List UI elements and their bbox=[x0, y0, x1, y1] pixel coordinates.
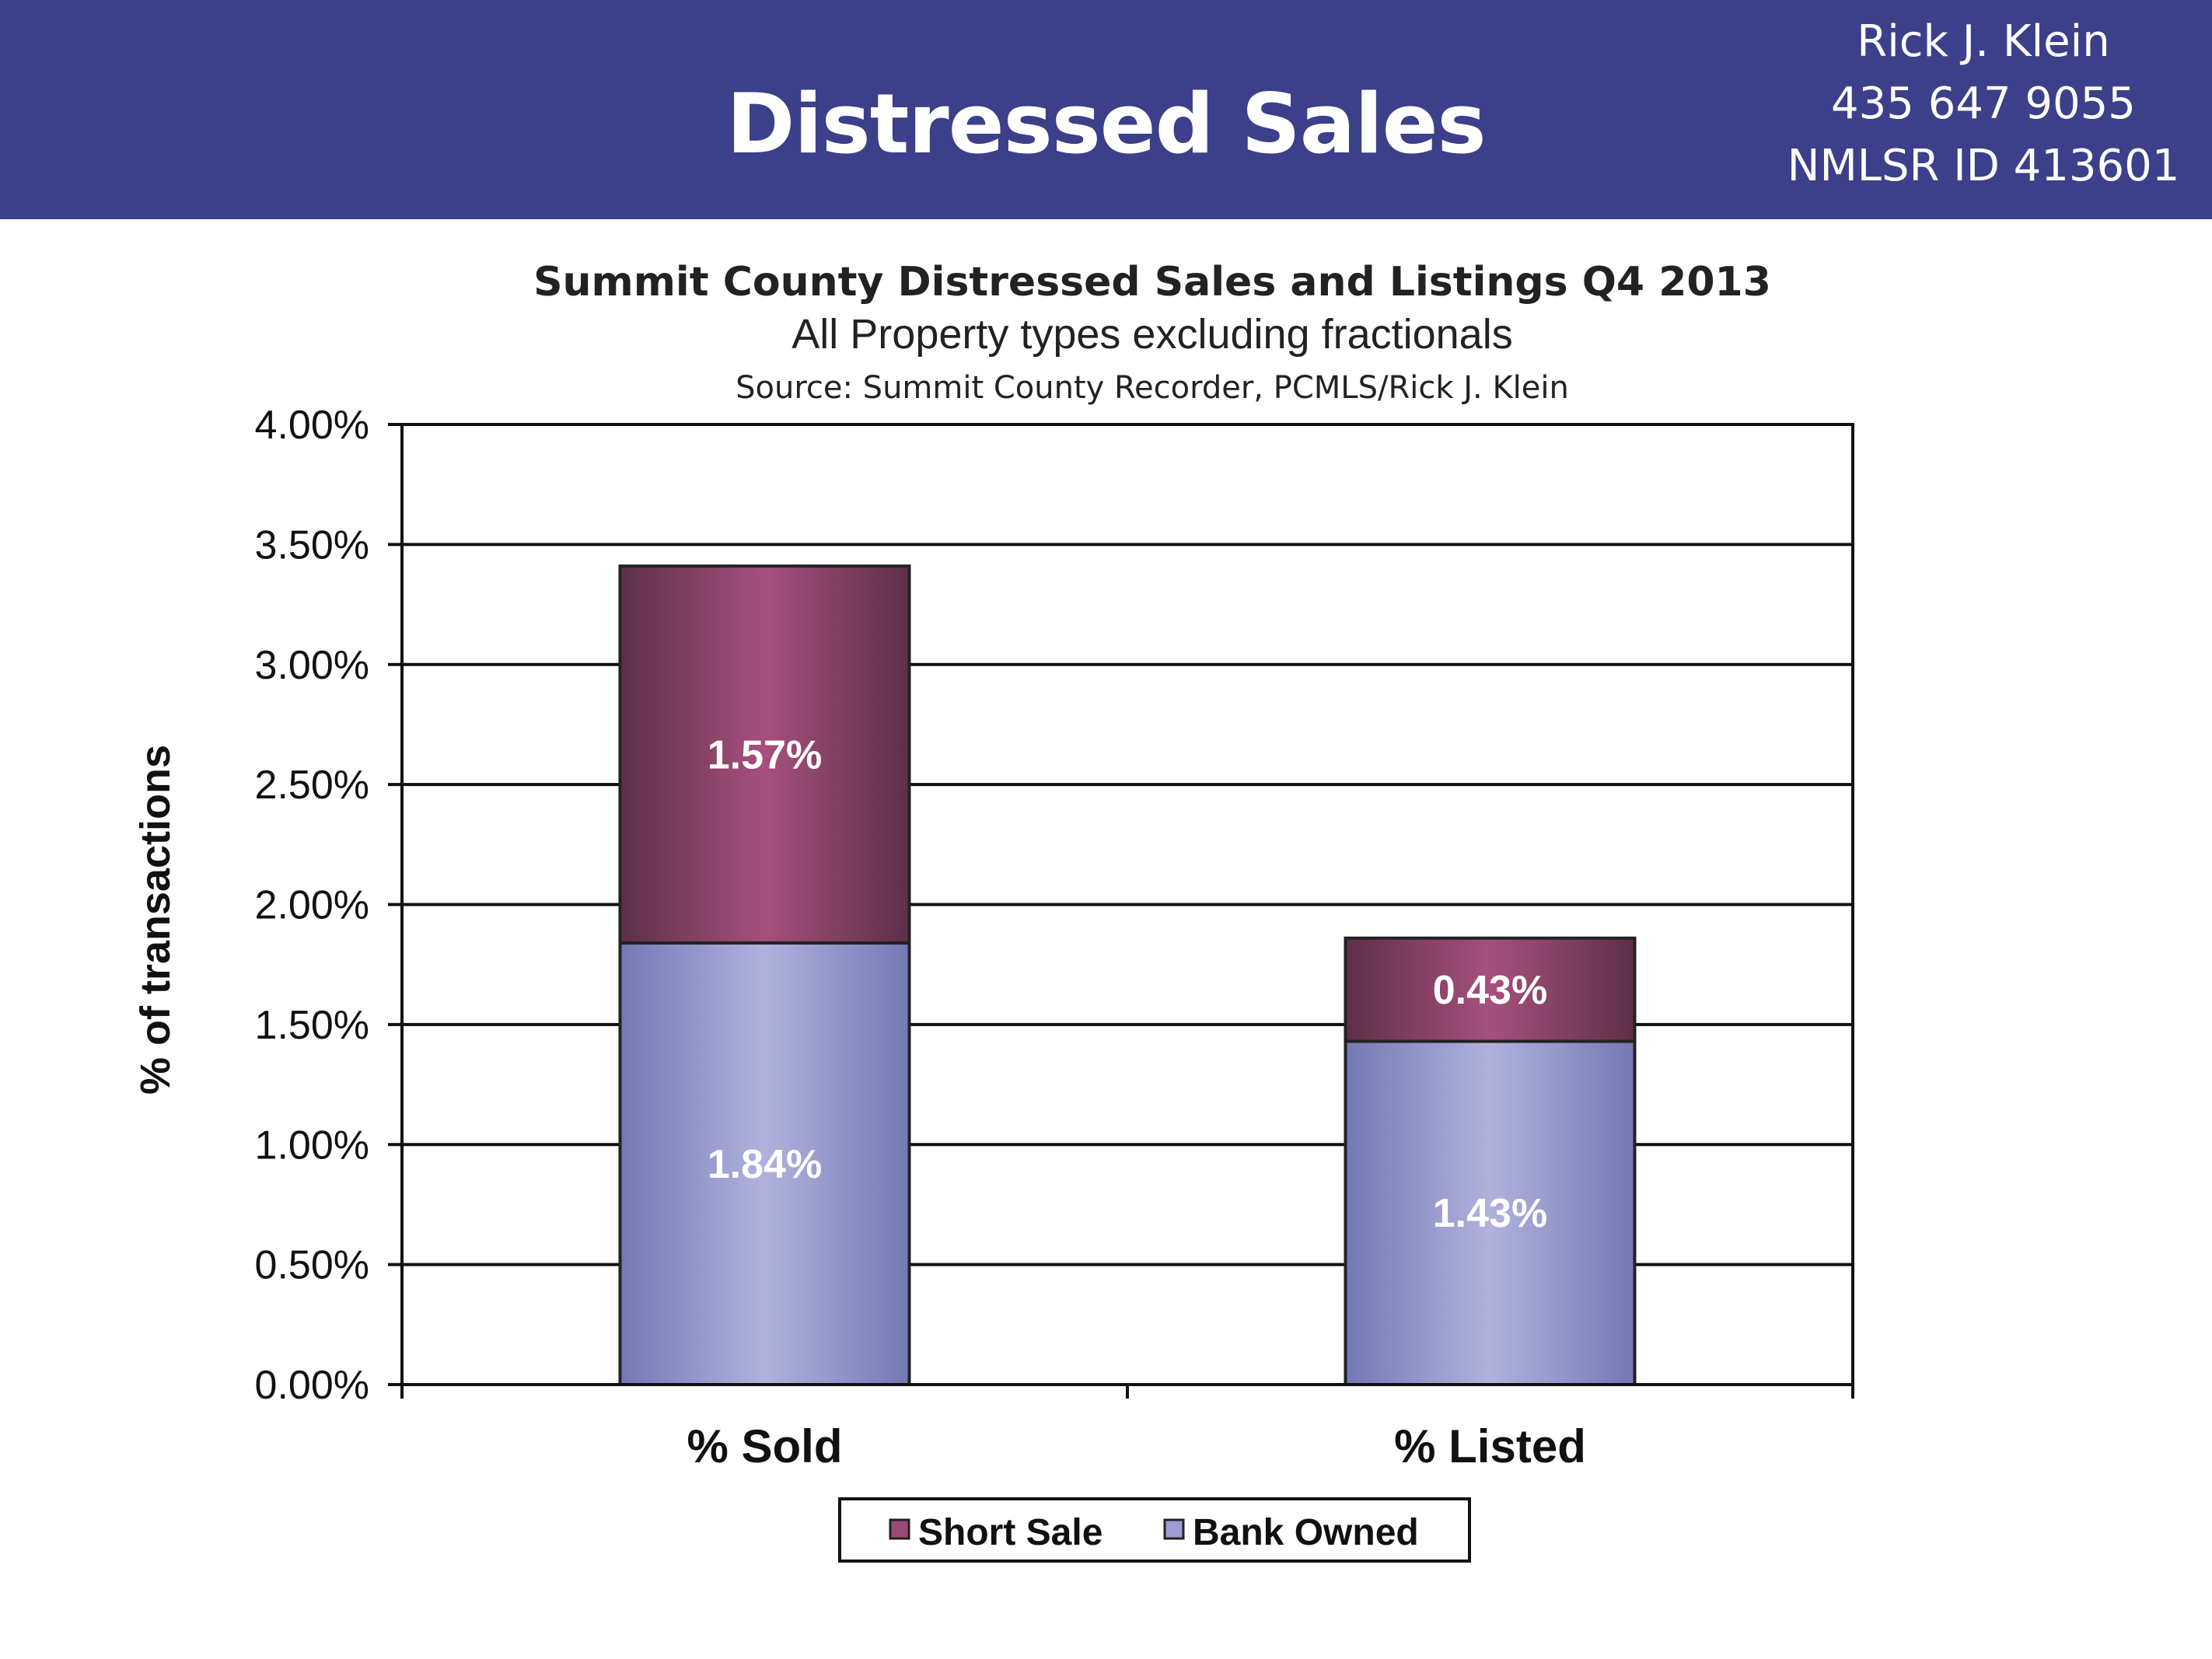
legend-label: Bank Owned bbox=[1193, 1512, 1419, 1553]
x-tick-label: % Listed bbox=[1394, 1420, 1586, 1472]
data-label: 1.84% bbox=[708, 1142, 822, 1187]
y-axis-label: % of transactions bbox=[132, 745, 179, 1095]
chart-source: Source: Summit County Recorder, PCMLS/Ri… bbox=[736, 370, 1569, 406]
y-tick-label: 3.50% bbox=[255, 522, 369, 568]
legend: Short Sale Bank Owned bbox=[838, 1497, 1471, 1563]
legend-swatch bbox=[889, 1518, 910, 1540]
legend-label: Short Sale bbox=[918, 1512, 1103, 1553]
contact-phone: 435 647 9055 bbox=[1831, 79, 2136, 129]
y-tick-label: 1.00% bbox=[255, 1123, 369, 1168]
y-tick-label: 2.00% bbox=[255, 883, 369, 928]
y-tick-label: 3.00% bbox=[255, 643, 369, 688]
bar-short-sale bbox=[1344, 936, 1637, 1043]
y-axis-ticks: 0.00% 0.50% 1.00% 1.50% 2.00% 2.50% 3.00% 3.50%… bbox=[255, 403, 402, 1408]
y-tick-label: 2.50% bbox=[255, 763, 369, 808]
legend-frame bbox=[838, 1497, 1471, 1563]
header-banner: Distressed Sales Rick J. Klein 435 647 9… bbox=[0, 0, 2212, 219]
contact-name: Rick J. Klein bbox=[1857, 16, 2110, 67]
y-tick-label: 0.50% bbox=[255, 1243, 369, 1288]
data-label: 1.57% bbox=[708, 733, 822, 778]
data-label: 1.43% bbox=[1433, 1191, 1547, 1236]
chart-subtitle: All Property types excluding fractionals bbox=[791, 311, 1512, 358]
y-tick-label: 0.00% bbox=[255, 1363, 369, 1408]
x-tick-label: % Sold bbox=[687, 1420, 842, 1472]
contact-license: NMLSR ID 413601 bbox=[1787, 141, 2180, 191]
y-tick-label: 1.50% bbox=[255, 1003, 369, 1048]
bars: 1.84% 1.57% 1.43% 0.43% bbox=[618, 564, 1637, 1387]
data-label: 0.43% bbox=[1433, 968, 1547, 1013]
page-title: Distressed Sales bbox=[726, 76, 1486, 172]
chart-title: Summit County Distressed Sales and Listi… bbox=[533, 259, 1771, 306]
legend-swatch bbox=[1163, 1518, 1185, 1540]
y-tick-label: 4.00% bbox=[255, 403, 369, 448]
bar-bank-owned bbox=[1344, 1039, 1637, 1387]
bar-short-sale bbox=[618, 564, 911, 945]
x-axis-ticks: % Sold % Listed bbox=[400, 1385, 1854, 1472]
contact-info: Rick J. Klein 435 647 9055 NMLSR ID 4136… bbox=[1766, 11, 2201, 197]
